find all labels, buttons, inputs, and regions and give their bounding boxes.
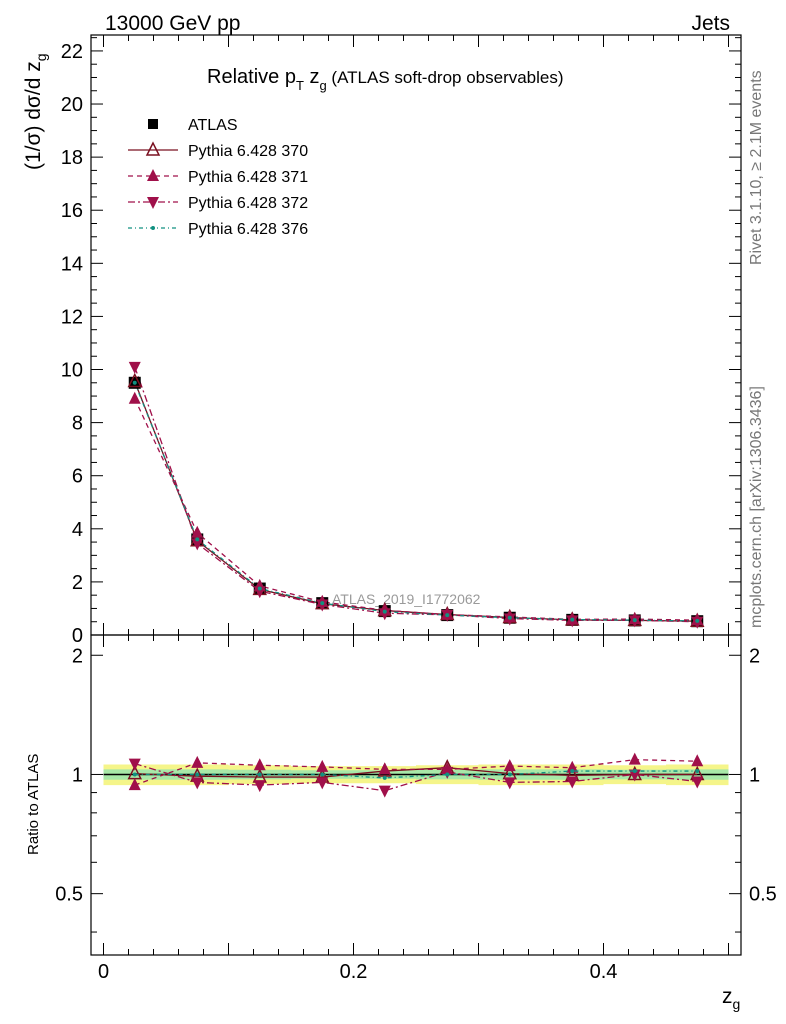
y-tick-label: 2	[72, 572, 83, 594]
ratio-frame	[90, 634, 742, 956]
y-tick-label: 0	[72, 625, 83, 647]
ratio-y-tick-label-right: 2	[749, 645, 760, 667]
data-point	[151, 226, 155, 230]
rivet-label: Rivet 3.1.10, ≥ 2.1M events	[748, 70, 765, 265]
header-left: 13000 GeV pp	[105, 12, 240, 35]
ratio-y-tick-label-right: 1	[749, 764, 760, 786]
data-point	[253, 780, 266, 793]
legend-label: ATLAS	[188, 117, 238, 134]
data-point	[147, 197, 159, 209]
x-tick-label: 0.2	[340, 961, 368, 983]
y-tick-label: 22	[61, 41, 83, 63]
data-point	[191, 777, 204, 790]
legend-label: Pythia 6.428 376	[188, 221, 308, 238]
data-point	[507, 615, 512, 620]
y-tick-label: 14	[61, 253, 83, 275]
y-tick-label: 18	[61, 147, 83, 169]
x-tick-label: 0	[98, 961, 109, 983]
legend-label: Pythia 6.428 372	[188, 195, 308, 212]
series-line	[134, 382, 698, 622]
ratio-y-tick-label-right: 0.5	[749, 884, 777, 906]
main-plot: 0 2 4 6 8 10 12 14 16 18 20 22	[61, 34, 742, 647]
data-point	[691, 776, 704, 789]
y-axis-label: (1/σ) dσ/d zg	[22, 53, 49, 170]
data-point	[503, 759, 516, 772]
data-point	[507, 772, 512, 777]
series-line	[134, 398, 698, 621]
x-tick-label: 0.4	[590, 961, 618, 983]
ratio-y-tick-label: 1	[72, 764, 83, 786]
data-point	[382, 775, 387, 780]
data-point	[145, 141, 161, 156]
y-tick-label: 10	[61, 360, 83, 382]
data-point	[695, 618, 700, 623]
data-point	[253, 586, 266, 599]
data-point	[257, 586, 262, 591]
analysis-watermark: ATLAS_2019_I1772062	[332, 591, 481, 607]
data-point	[691, 754, 704, 767]
data-point	[566, 760, 579, 773]
data-point	[128, 778, 141, 791]
data-point	[128, 361, 141, 374]
data-point	[378, 785, 391, 798]
data-point	[257, 772, 262, 777]
data-point	[191, 538, 204, 551]
series-line	[134, 381, 698, 622]
data-point	[316, 777, 329, 790]
data-point	[195, 537, 200, 542]
data-point	[632, 618, 637, 623]
ratio-y-tick-label: 0.5	[55, 884, 83, 906]
data-point	[445, 613, 450, 618]
ratio-series-line	[134, 767, 698, 778]
data-point	[503, 777, 516, 790]
data-point	[628, 752, 641, 765]
data-point	[382, 609, 387, 614]
data-point	[128, 758, 141, 771]
data-point	[253, 758, 266, 771]
legend-label: Pythia 6.428 370	[188, 143, 308, 160]
ratio-y-tick-label: 2	[72, 645, 83, 667]
data-point	[195, 772, 200, 777]
data-point	[628, 769, 641, 782]
series-line	[134, 366, 698, 623]
data-point	[570, 617, 575, 622]
data-point	[128, 391, 141, 404]
data-point	[132, 380, 137, 385]
y-tick-label: 16	[61, 200, 83, 222]
ratio-plot: 0 0.2 0.4 0.5 0.5 1 1 2 2	[55, 634, 777, 983]
y-tick-label: 6	[72, 466, 83, 488]
data-point	[148, 119, 158, 129]
ratio-series-line	[134, 763, 698, 792]
data-point	[632, 769, 637, 774]
data-point	[316, 759, 329, 772]
data-point	[378, 608, 391, 621]
ratio-y-axis-label: Ratio to ATLAS	[25, 754, 42, 855]
ratio-series-line	[134, 770, 698, 779]
legend: ATLAS Pythia 6.428 370 Pythia 6.428 371 Pyt…	[128, 117, 308, 238]
x-axis-label: zg	[722, 985, 740, 1012]
data-point	[191, 525, 204, 538]
legend-label: Pythia 6.428 371	[188, 169, 308, 186]
y-tick-label: 20	[61, 94, 83, 116]
mcplots-label: mcplots.cern.ch [arXiv:1306.3436]	[748, 386, 765, 628]
data-point	[127, 372, 142, 388]
data-point	[695, 769, 700, 774]
data-point	[316, 599, 329, 612]
chart-title: Relative pT zg (ATLAS soft-drop observab…	[207, 66, 564, 93]
y-tick-label: 8	[72, 413, 83, 435]
data-point	[132, 772, 137, 777]
data-point	[147, 169, 159, 181]
data-point	[191, 755, 204, 768]
data-point	[320, 772, 325, 777]
header-right: Jets	[691, 12, 730, 35]
y-tick-label: 12	[61, 306, 83, 328]
data-point	[566, 776, 579, 789]
y-tick-label: 4	[72, 519, 83, 541]
data-point	[570, 769, 575, 774]
data-point	[320, 601, 325, 606]
data-point	[378, 762, 391, 775]
data-point	[445, 772, 450, 777]
